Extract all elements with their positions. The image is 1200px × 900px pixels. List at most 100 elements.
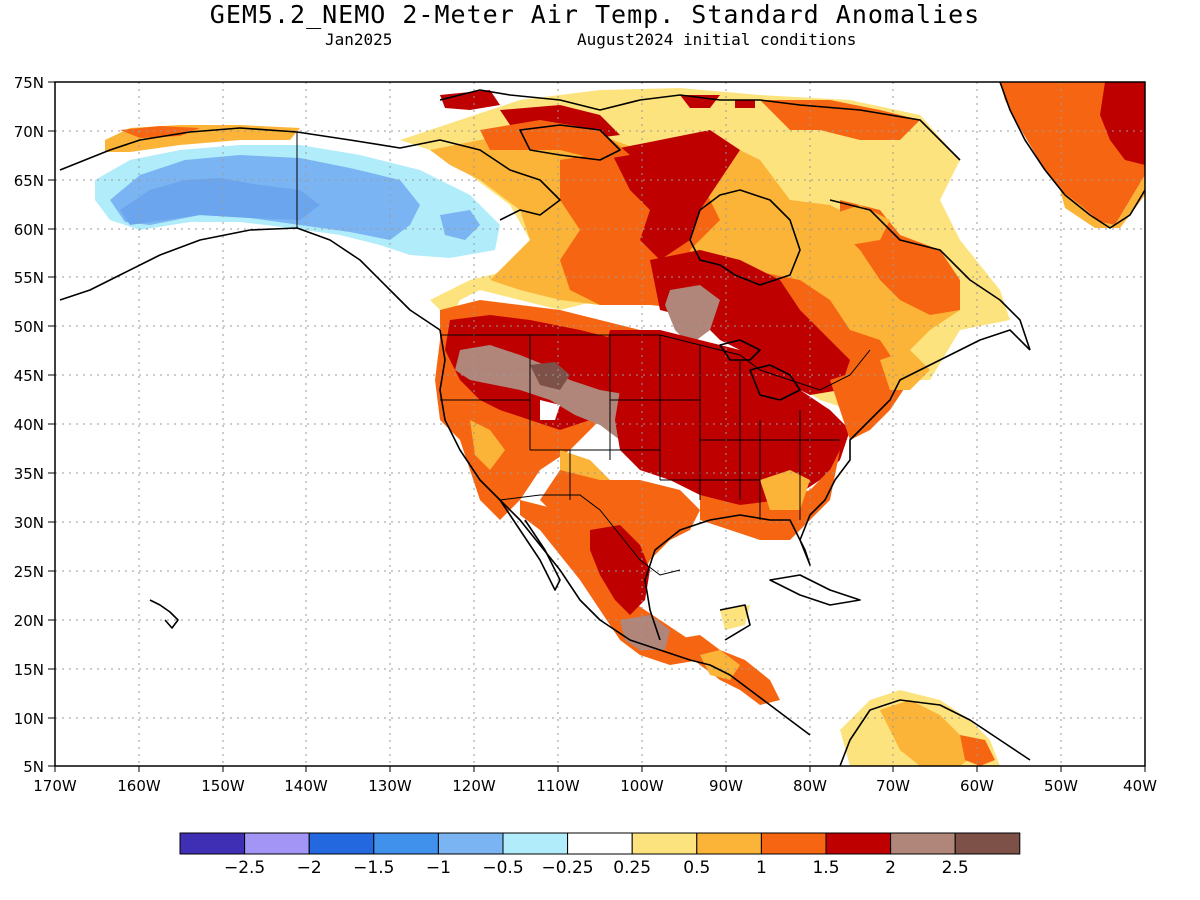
- colorbar-swatch: [954, 832, 1021, 855]
- lon-label: 90W: [709, 777, 743, 795]
- greenland-hot-core: [1100, 82, 1145, 165]
- lon-label: 60W: [960, 777, 994, 795]
- south-america-coastline: [839, 699, 1031, 766]
- venezuela-warm-patch: [960, 735, 995, 766]
- lat-label: 70N: [14, 123, 44, 141]
- colorbar-swatch: [437, 832, 504, 855]
- us-state-lines: [440, 335, 840, 520]
- colorbar-swatch: [308, 832, 375, 855]
- central-us-hot: [600, 330, 850, 510]
- yucatan-mild: [720, 605, 750, 630]
- central-america-mild: [700, 650, 740, 680]
- ontario-near-normal-patch: [665, 285, 720, 345]
- lat-label: 25N: [14, 563, 44, 581]
- latitude-labels: 75N 70N 65N 60N 55N 50N 45N 40N 35N 30N …: [14, 74, 44, 776]
- lat-label: 55N: [14, 269, 44, 287]
- gulf-coastline: [644, 329, 1031, 641]
- alaska-coastline: [59, 127, 561, 331]
- valid-month: Jan2025: [325, 30, 393, 49]
- lat-label: 65N: [14, 172, 44, 190]
- lat-label: 40N: [14, 416, 44, 434]
- lon-label: 80W: [793, 777, 827, 795]
- arctic-islands-warm: [480, 100, 920, 160]
- hudson-west-hot: [610, 130, 740, 260]
- axis-ticks: [48, 81, 1146, 772]
- southeast-mild: [760, 470, 810, 510]
- cuba-outline: [769, 574, 861, 606]
- great-basin-white: [540, 400, 560, 420]
- colorbar-swatch: [179, 832, 246, 855]
- yukon-colder-patch: [440, 210, 480, 240]
- colorbar-label: 2.5: [942, 858, 969, 878]
- init-conditions: August2024 initial conditions: [577, 30, 857, 49]
- lat-label: 50N: [14, 318, 44, 336]
- hudson-bay-coastline: [689, 189, 801, 286]
- lon-label: 160W: [117, 777, 161, 795]
- lon-label: 150W: [201, 777, 245, 795]
- colorbar-label: 1: [756, 858, 767, 878]
- lon-label: 130W: [368, 777, 412, 795]
- lat-label: 35N: [14, 465, 44, 483]
- colorbar-label: −1.5: [353, 858, 394, 878]
- lon-label: 70W: [876, 777, 910, 795]
- central-america-coastline: [689, 604, 811, 736]
- lon-label: 140W: [284, 777, 328, 795]
- us-canada-border: [440, 334, 871, 391]
- idaho-strongest-core: [530, 362, 570, 390]
- lon-label: 100W: [620, 777, 664, 795]
- lat-label: 75N: [14, 74, 44, 92]
- southeast-warm: [700, 450, 840, 540]
- lat-label: 45N: [14, 367, 44, 385]
- anomaly-fields: [55, 82, 1145, 766]
- labrador-coastline: [829, 199, 1031, 351]
- arctic-coast-hot: [120, 126, 200, 138]
- graticule: [55, 82, 1145, 766]
- colorbar-swatch: [567, 832, 633, 855]
- hawaii-islands: [149, 599, 179, 629]
- colorbar-label: 0.25: [613, 858, 651, 878]
- colorbar-swatch: [631, 832, 698, 855]
- mexico-hot: [590, 525, 650, 615]
- colorbar-swatch: [890, 832, 956, 855]
- colorbar-label: −2.5: [224, 858, 265, 878]
- baja-coastline: [499, 499, 561, 591]
- lat-label: 5N: [23, 758, 44, 776]
- colorbar-swatch: [760, 832, 827, 855]
- colorbar-swatch: [373, 832, 439, 855]
- lon-label: 170W: [33, 777, 77, 795]
- colorbar-label: 0.5: [683, 858, 710, 878]
- great-lakes-outline: [719, 339, 801, 401]
- political-borders: [296, 132, 871, 576]
- lat-label: 20N: [14, 612, 44, 630]
- colorbar-label: −1: [426, 858, 451, 878]
- lat-label: 10N: [14, 710, 44, 728]
- alaska-coldest-patch: [120, 178, 320, 225]
- colorbar: −2.5 −2 −1.5 −1 −0.5 −0.25 0.25 0.5 1 1.5 2 2.5: [179, 832, 1021, 878]
- map-title: GEM5.2_NEMO 2-Meter Air Temp. Standard A…: [209, 0, 981, 29]
- greenland-mild-edge: [1060, 175, 1145, 228]
- lon-label: 40W: [1123, 777, 1157, 795]
- south-america-warm: [880, 700, 975, 766]
- us-mexico-border: [499, 494, 681, 576]
- colorbar-swatch: [502, 832, 569, 855]
- colorbar-swatch: [825, 832, 892, 855]
- lat-label: 15N: [14, 661, 44, 679]
- colorbar-label: −2: [297, 858, 322, 878]
- lon-label: 120W: [452, 777, 496, 795]
- lon-label: 110W: [536, 777, 580, 795]
- greenland-coastline: [999, 82, 1145, 229]
- california-mild: [470, 420, 505, 470]
- colorbar-label: 2: [885, 858, 896, 878]
- colorbar-swatch: [696, 832, 762, 855]
- lat-label: 60N: [14, 221, 44, 239]
- colorbar-swatch: [244, 832, 310, 855]
- lat-label: 30N: [14, 514, 44, 532]
- colorbar-label: −0.5: [482, 858, 523, 878]
- arctic-islands-hot: [440, 90, 755, 140]
- colorbar-label: 1.5: [812, 858, 839, 878]
- longitude-labels: 170W 160W 150W 140W 130W 120W 110W 100W …: [33, 777, 1157, 795]
- colorbar-label: −0.25: [542, 858, 594, 878]
- arctic-islands-coastline: [439, 89, 961, 161]
- lon-label: 50W: [1044, 777, 1078, 795]
